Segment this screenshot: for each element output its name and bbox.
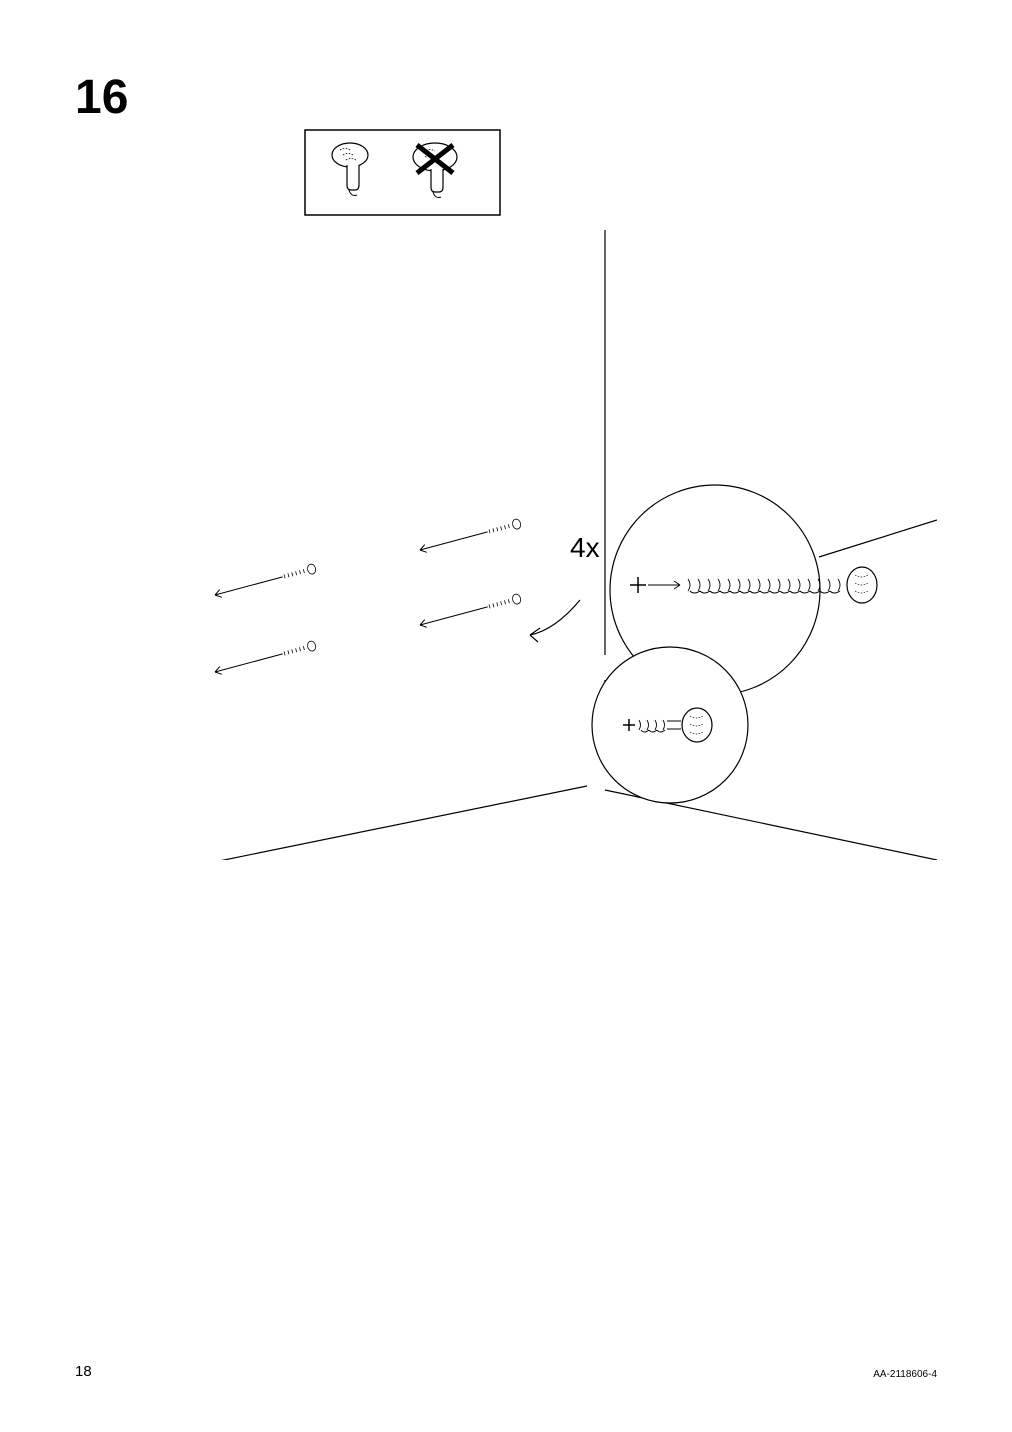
tool-info-box — [305, 130, 500, 215]
callout-circle-small — [592, 647, 748, 803]
screw-arrow — [419, 593, 522, 630]
screw-arrow — [214, 640, 317, 677]
hand-screwdriver-icon — [332, 143, 368, 195]
page-number: 18 — [75, 1363, 92, 1380]
diagram-svg — [75, 60, 937, 860]
screw-arrow — [214, 563, 317, 600]
panel-line — [819, 520, 937, 557]
power-drill-not-allowed-icon — [413, 143, 457, 197]
assembly-diagram: 4x — [75, 60, 937, 860]
panel-line — [175, 786, 587, 860]
screw-arrow — [419, 518, 522, 555]
document-id: AA-2118606-4 — [873, 1369, 937, 1380]
instruction-page: 16 — [0, 0, 1012, 1432]
quantity-label: 4x — [570, 532, 600, 564]
